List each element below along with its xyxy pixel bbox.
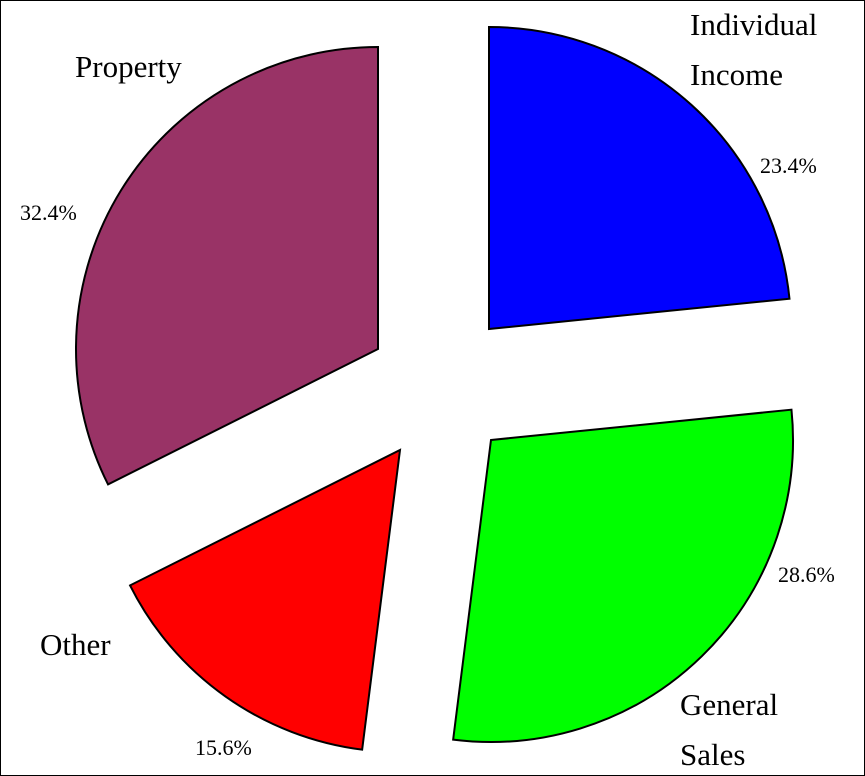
value-label: 32.4% [20, 200, 77, 225]
slice-label: Individual Income [690, 7, 825, 92]
pie-slice [452, 408, 794, 743]
slice-label: Other [40, 627, 111, 662]
value-label: 23.4% [760, 153, 817, 178]
value-label: 28.6% [778, 562, 835, 587]
slice-label: General Sales [680, 687, 786, 772]
pie-slice [75, 45, 379, 486]
pie-slice [128, 448, 402, 751]
slice-label: Property [75, 49, 182, 84]
pie-slice [488, 25, 791, 331]
value-label: 15.6% [195, 735, 252, 760]
